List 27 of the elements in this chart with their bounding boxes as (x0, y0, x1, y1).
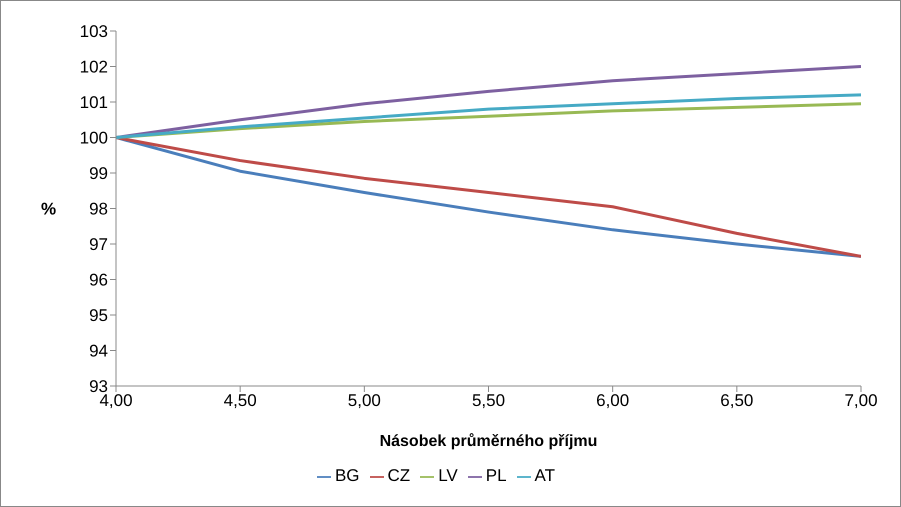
y-tick-label: 100 (80, 128, 108, 148)
y-axis-title: % (41, 200, 56, 219)
legend-label: PL (486, 466, 507, 485)
y-tick-label: 103 (80, 22, 108, 42)
line-series (116, 93, 861, 139)
x-tick-label: 4,00 (99, 391, 133, 410)
y-tick-label: 102 (80, 58, 108, 77)
legend-label: BG (334, 466, 360, 485)
y-tick-label: 96 (89, 270, 108, 290)
x-tick-label: 7,00 (844, 391, 878, 410)
y-tick-label: 95 (89, 306, 108, 326)
legend-label: LV (438, 466, 458, 485)
x-tick-label: 5,50 (472, 391, 506, 410)
x-axis-title: Násobek průměrného příjmu (380, 433, 598, 450)
x-tick-label: 6,50 (720, 391, 754, 410)
y-tick-label: 94 (89, 342, 108, 361)
x-tick-label: 4,50 (224, 391, 257, 410)
line-series (116, 65, 861, 139)
y-tick-label: 97 (89, 235, 108, 254)
y-tick-label: 101 (80, 93, 108, 112)
legend-label: AT (534, 466, 556, 485)
y-tick-label: 98 (89, 200, 108, 219)
line-series (116, 136, 861, 258)
y-tick-label: 99 (89, 164, 108, 184)
legend-label: CZ (388, 466, 410, 485)
x-tick-label: 6,00 (596, 391, 630, 410)
x-tick-label: 5,00 (348, 391, 381, 410)
